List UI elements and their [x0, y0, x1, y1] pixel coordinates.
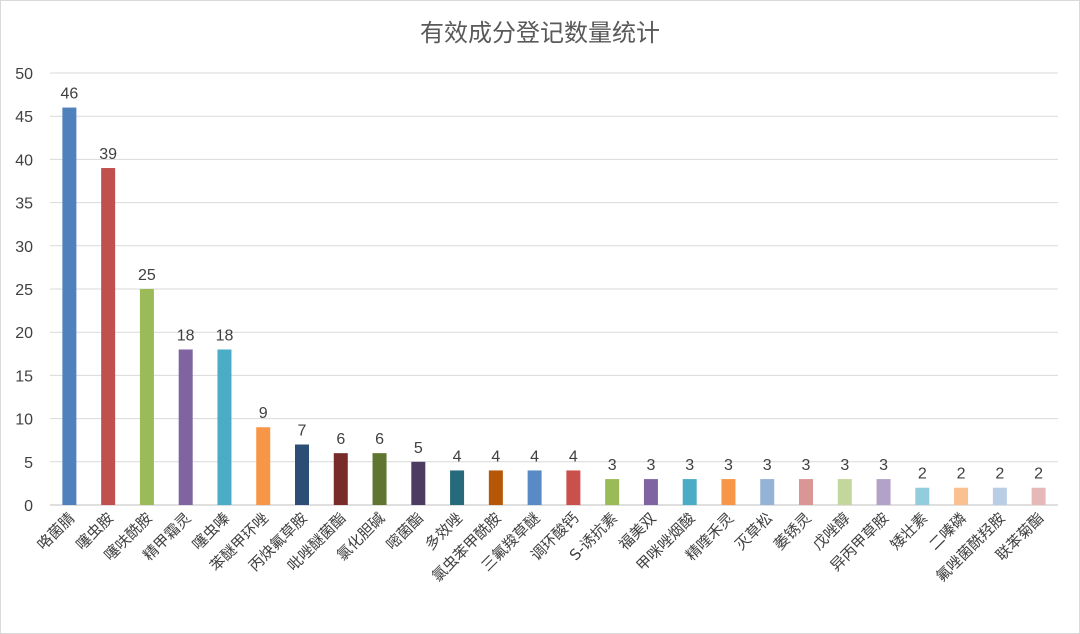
data-label: 3 [879, 457, 888, 474]
y-tick-label: 50 [15, 66, 33, 83]
y-tick-label: 45 [15, 109, 33, 126]
bar [992, 487, 1007, 505]
y-tick-label: 0 [24, 498, 33, 515]
y-tick-label: 20 [15, 325, 33, 342]
data-label: 6 [375, 431, 384, 448]
data-label: 2 [957, 466, 966, 483]
x-tick-label: 矮壮素 [887, 509, 932, 554]
data-label: 39 [99, 146, 117, 163]
bars [62, 107, 1046, 506]
bar [217, 349, 232, 505]
data-label: 18 [216, 327, 234, 344]
data-label: 3 [608, 457, 617, 474]
data-label: 4 [453, 448, 462, 465]
data-label: 3 [685, 457, 694, 474]
bar [62, 107, 77, 505]
data-label: 2 [918, 466, 927, 483]
data-label: 4 [530, 448, 539, 465]
y-tick-label: 25 [15, 282, 33, 299]
bar [682, 479, 697, 505]
data-label: 2 [995, 466, 1004, 483]
x-tick-label: 灭草松 [732, 509, 777, 554]
bar [760, 479, 775, 505]
data-label: 5 [414, 440, 423, 457]
bar [527, 470, 542, 505]
bar [372, 453, 387, 505]
data-label: 3 [646, 457, 655, 474]
data-label: 9 [259, 405, 268, 422]
bar [837, 479, 852, 505]
y-tick-label: 15 [15, 368, 33, 385]
data-label: 3 [802, 457, 811, 474]
gridlines [50, 72, 1058, 506]
bar [915, 487, 930, 505]
bar [450, 470, 465, 505]
bar [488, 470, 503, 505]
x-tick-label: 萎锈灵 [770, 509, 815, 554]
data-label: 4 [569, 448, 578, 465]
bar [101, 168, 116, 506]
bar [256, 427, 271, 505]
y-tick-label: 5 [24, 455, 33, 472]
bar [411, 461, 426, 505]
data-label: 4 [491, 448, 500, 465]
y-axis: 0 5 10 15 20 25 30 35 40 45 50 [15, 66, 33, 515]
chart-title: 有效成分登记数量统计 [420, 19, 660, 47]
bar [1031, 487, 1046, 505]
y-tick-label: 40 [15, 152, 33, 169]
data-label: 25 [138, 267, 156, 284]
bar [178, 349, 193, 505]
bar [721, 479, 736, 505]
bar [139, 289, 154, 505]
x-tick-label: 嘧菌酯 [383, 509, 428, 554]
bar [876, 479, 891, 505]
data-label: 3 [724, 457, 733, 474]
bar [643, 479, 658, 505]
x-tick-label: 咯菌腈 [34, 509, 79, 554]
y-tick-label: 10 [15, 412, 33, 429]
x-axis: 咯菌腈噻虫胺噻呋酰胺精甲霜灵噻虫嗪苯醚甲环唑丙炔氟草胺吡唑醚菌酯氯化胆碱嘧菌酯多… [34, 509, 1048, 585]
bar [566, 470, 581, 505]
data-label: 46 [60, 86, 78, 103]
bar [333, 453, 348, 505]
data-label: 2 [1034, 466, 1043, 483]
bar [295, 444, 309, 505]
y-tick-label: 30 [15, 239, 33, 256]
data-label: 3 [763, 457, 772, 474]
data-labels: 46 39 25 18 18 9 7 6 6 5 4 4 4 4 3 3 3 3 3 3 3 3 2 2 2 2 [60, 86, 1043, 483]
data-label: 7 [298, 423, 307, 440]
data-label: 6 [336, 431, 345, 448]
data-label: 18 [177, 327, 195, 344]
bar [954, 487, 969, 505]
data-label: 3 [840, 457, 849, 474]
bar [605, 479, 620, 505]
y-tick-label: 35 [15, 196, 33, 213]
bar [799, 479, 813, 505]
